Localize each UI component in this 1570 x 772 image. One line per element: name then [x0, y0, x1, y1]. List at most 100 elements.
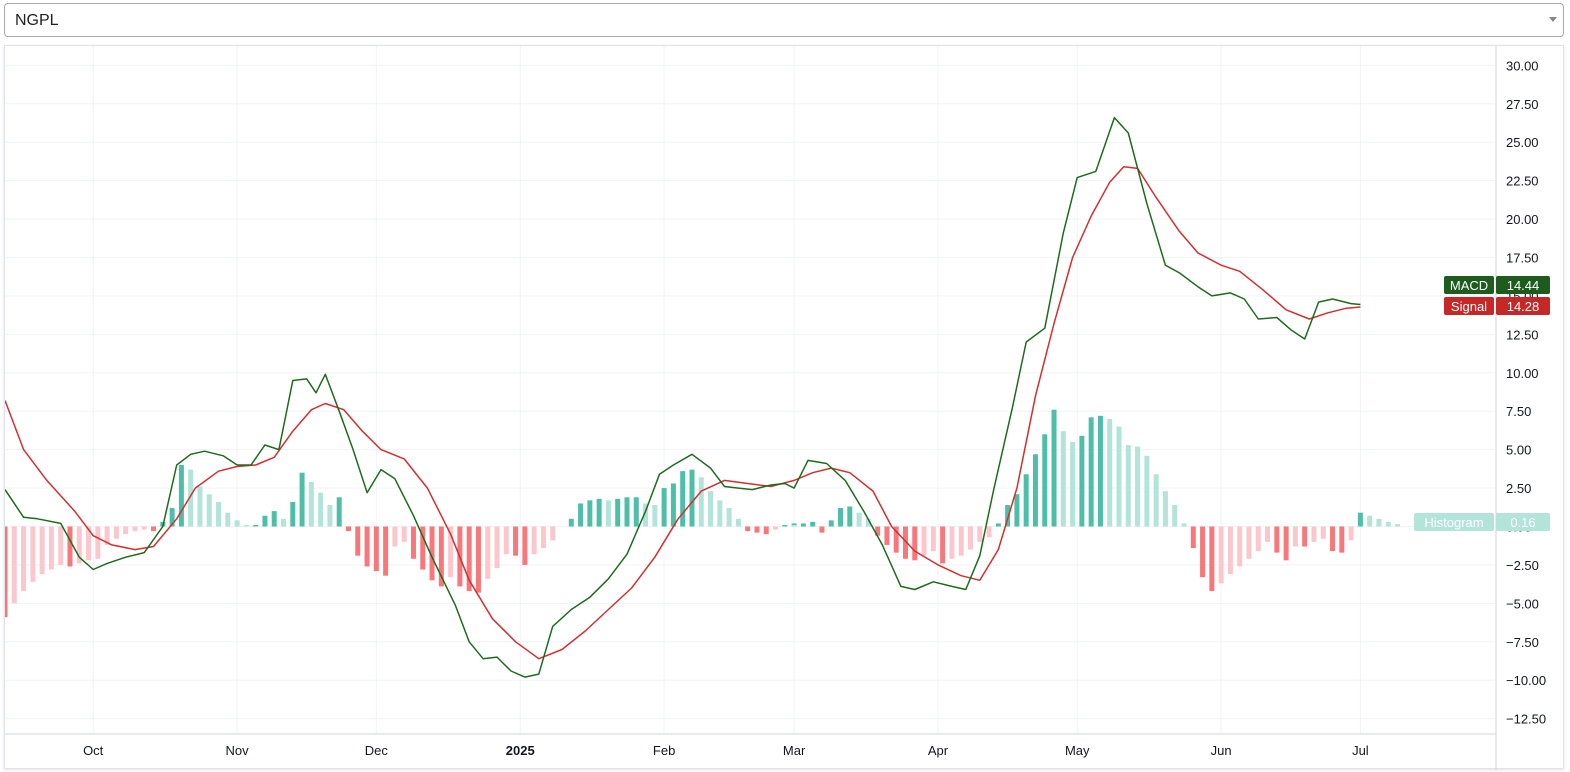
macd-line — [5, 116, 1361, 678]
histogram-bar — [308, 481, 314, 527]
histogram-bar — [1283, 526, 1289, 561]
histogram-bar — [893, 526, 899, 553]
histogram-bar — [1274, 526, 1280, 553]
histogram-bar — [791, 523, 797, 527]
histogram-bar — [995, 523, 1001, 527]
histogram-bar — [1339, 526, 1345, 553]
y-tick-label: −12.50 — [1506, 712, 1546, 727]
macd-badge-label: MACD — [1450, 278, 1488, 293]
histogram-bar — [216, 501, 222, 527]
histogram-bar — [791, 524, 797, 527]
histogram-badge-value: 0.16 — [1510, 515, 1535, 530]
y-tick-label: 22.50 — [1506, 174, 1539, 189]
histogram-bar — [1005, 504, 1011, 527]
x-tick-label: Jul — [1352, 743, 1369, 758]
histogram-bar — [578, 503, 584, 527]
histogram-bar — [503, 526, 509, 555]
ticker-select[interactable]: NGPL — [4, 3, 1564, 37]
histogram-bar — [1060, 431, 1066, 527]
histogram-bar — [624, 497, 630, 527]
histogram-bar — [1116, 426, 1122, 527]
histogram-bar — [281, 518, 287, 527]
histogram-bar — [1385, 521, 1391, 527]
histogram-bar — [262, 515, 268, 527]
histogram-bar — [522, 526, 528, 565]
y-tick-label: 27.50 — [1506, 97, 1539, 112]
histogram-bar — [735, 518, 741, 527]
histogram-bar — [921, 526, 927, 556]
histogram-bar — [773, 526, 779, 530]
histogram-bar — [1162, 491, 1168, 527]
histogram-bar — [123, 526, 129, 535]
histogram-bar — [1135, 446, 1141, 527]
histogram-bar — [568, 518, 574, 527]
histogram-bar — [828, 520, 834, 527]
histogram-bar — [1357, 512, 1363, 527]
histogram-bar — [1367, 515, 1373, 527]
signal-line — [5, 166, 1361, 660]
histogram-bar — [132, 526, 138, 532]
histogram-bar — [587, 500, 593, 527]
macd-badge-label-bg — [1444, 276, 1494, 294]
histogram-bar — [912, 526, 918, 561]
histogram-bar — [838, 508, 844, 527]
histogram-bar — [875, 526, 881, 536]
histogram-bar — [141, 526, 147, 530]
histogram-bar — [689, 469, 695, 527]
histogram-bar — [1088, 417, 1094, 527]
histogram-badge-value-bg — [1496, 513, 1550, 531]
histogram-bar — [1292, 526, 1298, 547]
histogram-bar — [633, 497, 639, 527]
histogram-bar — [1125, 445, 1131, 527]
histogram-bar — [1144, 455, 1150, 527]
histogram-bar — [169, 508, 175, 527]
histogram-bar — [234, 520, 240, 527]
histogram-bar — [104, 526, 110, 545]
histogram-bar — [1376, 518, 1382, 527]
histogram-bar — [782, 524, 788, 527]
histogram-bar — [1348, 526, 1354, 541]
y-tick-label: −10.00 — [1506, 673, 1546, 688]
histogram-bar — [1302, 526, 1308, 547]
histogram-bar — [1311, 526, 1317, 542]
histogram-bar — [986, 526, 992, 538]
y-tick-label: 7.50 — [1506, 404, 1531, 419]
histogram-bar — [902, 526, 908, 559]
histogram-bar — [1265, 526, 1271, 542]
histogram-bar — [151, 526, 157, 532]
histogram-bar — [243, 524, 249, 527]
histogram-bar — [197, 486, 203, 527]
histogram-bar — [754, 526, 760, 533]
ticker-select-value: NGPL — [15, 12, 59, 29]
histogram-bar — [1200, 526, 1206, 578]
histogram-bar — [800, 523, 806, 527]
histogram-bar — [550, 526, 556, 541]
histogram-bar — [643, 503, 649, 527]
histogram-bar — [420, 526, 426, 570]
histogram-bar — [1227, 526, 1233, 575]
histogram-bar — [58, 526, 64, 565]
histogram-bar — [1014, 494, 1020, 527]
histogram-bar — [76, 526, 82, 564]
histogram-bar — [1190, 526, 1196, 549]
macd-chart[interactable]: 30.0027.5025.0022.5020.0017.5015.0012.50… — [5, 46, 1565, 770]
histogram-bar — [485, 526, 491, 579]
histogram-bar — [401, 526, 407, 542]
x-tick-label: Apr — [928, 743, 949, 758]
histogram-bar — [958, 526, 964, 556]
x-tick-label: Mar — [783, 743, 806, 758]
x-tick-label: Jun — [1211, 743, 1232, 758]
histogram-bar — [494, 526, 500, 568]
signal-badge-label: Signal — [1451, 299, 1487, 314]
histogram-bar — [410, 526, 416, 559]
histogram-bar — [847, 506, 853, 527]
histogram-bar — [940, 526, 946, 564]
histogram-bar — [1023, 474, 1029, 527]
y-tick-label: 10.00 — [1506, 366, 1539, 381]
histogram-bar — [1032, 454, 1038, 527]
chevron-down-icon[interactable] — [1549, 17, 1557, 22]
histogram-bar — [373, 526, 379, 572]
histogram-bar — [475, 526, 481, 593]
histogram-bar — [1079, 435, 1085, 527]
signal-badge-label-bg — [1444, 297, 1494, 315]
